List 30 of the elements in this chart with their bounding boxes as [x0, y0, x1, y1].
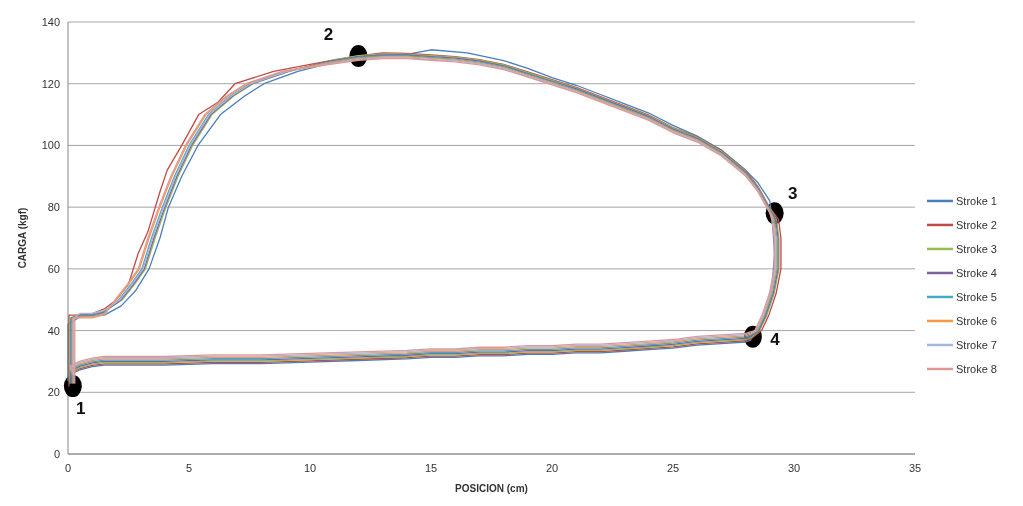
y-tick-label: 20 — [47, 386, 60, 399]
legend-label: Stroke 1 — [956, 194, 997, 207]
x-tick-label: 25 — [666, 462, 680, 474]
legend-label: Stroke 4 — [956, 266, 997, 279]
y-tick-label: 60 — [47, 262, 60, 275]
x-tick-label: 10 — [303, 462, 317, 474]
x-tick-label: 35 — [908, 462, 922, 474]
y-tick-label: 40 — [47, 324, 60, 337]
x-tick-label: 0 — [64, 462, 72, 474]
x-tick-label: 5 — [185, 462, 193, 474]
x-axis-title: POSICION (cm) — [455, 483, 528, 494]
x-tick-label: 20 — [545, 462, 559, 474]
x-tick-label: 15 — [424, 462, 438, 474]
legend-label: Stroke 8 — [956, 362, 997, 375]
x-tick-label: 30 — [787, 462, 801, 474]
y-tick-label: 0 — [53, 448, 60, 460]
annotation: 1 — [76, 399, 86, 419]
y-tick-label: 80 — [47, 201, 60, 214]
legend-label: Stroke 6 — [956, 314, 997, 327]
annotation: 3 — [787, 184, 798, 204]
y-axis-title: CARGA (kgf) — [17, 207, 28, 269]
y-tick-label: 140 — [41, 16, 60, 28]
legend-label: Stroke 3 — [956, 242, 997, 255]
y-tick-label: 100 — [41, 139, 60, 152]
annotation: 4 — [770, 329, 781, 349]
legend-label: Stroke 7 — [956, 338, 997, 351]
legend-label: Stroke 2 — [956, 218, 997, 231]
legend-label: Stroke 5 — [956, 290, 997, 303]
annotation: 2 — [323, 24, 334, 44]
y-tick-label: 120 — [41, 77, 60, 90]
